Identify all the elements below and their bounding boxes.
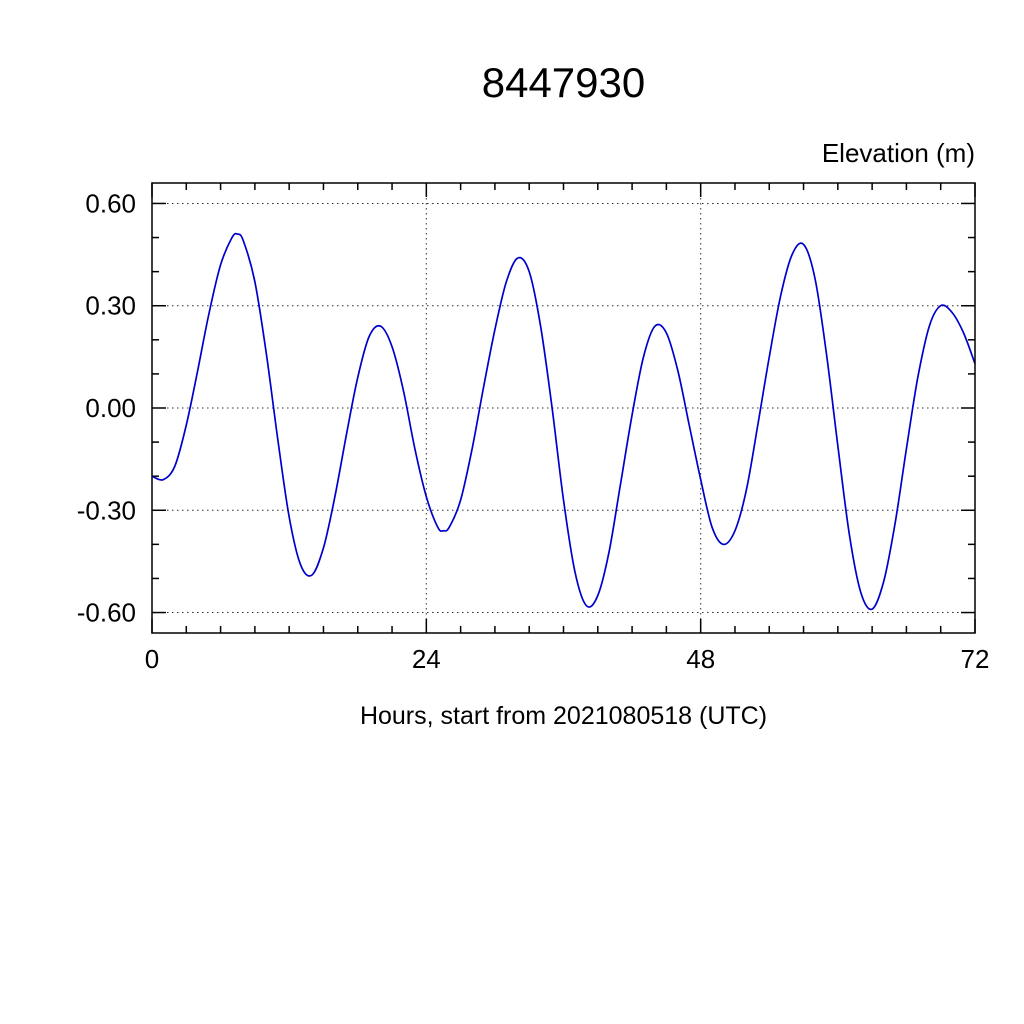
frame	[151, 182, 976, 634]
x-tick-label: 0	[145, 644, 159, 674]
y-tick-label: 0.60	[85, 189, 136, 219]
y-tick-label: 0.00	[85, 393, 136, 423]
y-tick-label: -0.30	[77, 495, 136, 525]
plot-frame	[151, 182, 976, 634]
tick-labels: 0 24 48 72 -0.60 -0.30 0.00 0.30 0.60	[77, 189, 990, 675]
series	[151, 232, 976, 611]
y-tick-label: 0.30	[85, 291, 136, 321]
y-tick-label: -0.60	[77, 598, 136, 628]
x-tick-label: 48	[686, 644, 715, 674]
x-tick-label: 72	[961, 644, 990, 674]
x-tick-label: 24	[412, 644, 441, 674]
chart-title: 8447930	[481, 59, 646, 106]
tide-series-line	[151, 232, 976, 611]
x-axis-title: Hours, start from 2021080518 (UTC)	[359, 702, 768, 730]
gridlines	[152, 183, 975, 633]
y-axis-title: Elevation (m)	[821, 138, 975, 168]
